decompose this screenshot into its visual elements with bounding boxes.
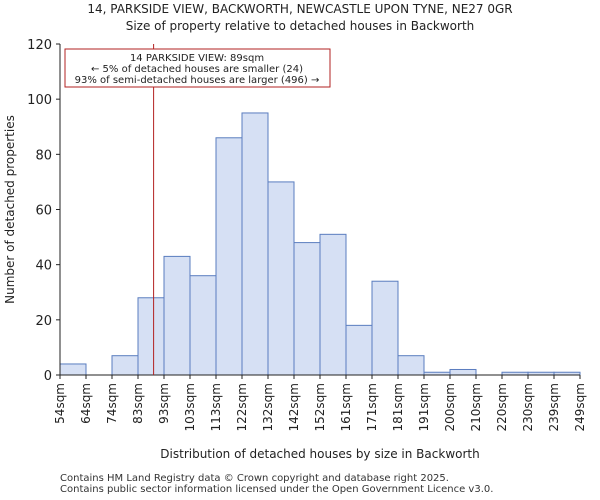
annotation-box [64, 48, 331, 88]
x-tick-label-200sqm: 200sqm [443, 383, 457, 431]
x-tick-label-64sqm: 64sqm [79, 383, 93, 424]
x-tick-label-74sqm: 74sqm [105, 383, 119, 424]
x-tick-label-54sqm: 54sqm [53, 383, 67, 424]
bar-103sqm [189, 275, 217, 376]
chart-subtitle: Size of property relative to detached ho… [125, 19, 475, 33]
chart-title: 14, PARKSIDE VIEW, BACKWORTH, NEWCASTLE … [87, 2, 513, 16]
x-tick-label-210sqm: 210sqm [469, 383, 483, 431]
x-tick-label-132sqm: 132sqm [261, 383, 275, 431]
annotation-line-1: 14 PARKSIDE VIEW: 89sqm [130, 53, 264, 64]
x-tick-label-161sqm: 161sqm [339, 383, 353, 431]
y-tick-label-60: 60 [35, 204, 52, 219]
bar-200sqm [449, 368, 477, 376]
y-tick-label-0: 0 [44, 369, 52, 384]
y-tick-label-20: 20 [35, 314, 52, 329]
annotation-line-3: 93% of semi-detached houses are larger (… [75, 75, 320, 86]
footer-line-2: Contains public sector information licen… [60, 484, 494, 495]
bar-152sqm [319, 233, 347, 376]
x-tick-label-230sqm: 230sqm [521, 383, 535, 431]
x-tick-label-142sqm: 142sqm [287, 383, 301, 431]
x-tick-label-152sqm: 152sqm [313, 383, 327, 431]
annotation-line-2: ← 5% of detached houses are smaller (24) [91, 64, 303, 75]
bar-93sqm [163, 255, 191, 376]
x-tick-label-191sqm: 191sqm [417, 383, 431, 431]
x-tick-label-122sqm: 122sqm [235, 383, 249, 431]
bar-54sqm [59, 363, 87, 376]
bar-142sqm [293, 242, 321, 376]
bar-171sqm [371, 280, 399, 376]
x-tick-label-113sqm: 113sqm [209, 383, 223, 431]
y-tick-label-40: 40 [35, 259, 52, 274]
y-tick-label-100: 100 [27, 93, 52, 108]
x-tick-label-83sqm: 83sqm [131, 383, 145, 424]
footer-line-1: Contains HM Land Registry data © Crown c… [60, 473, 449, 484]
bar-74sqm [111, 355, 139, 376]
bar-113sqm [215, 137, 243, 376]
x-tick-label-181sqm: 181sqm [391, 383, 405, 431]
y-tick-label-80: 80 [35, 148, 52, 163]
x-tick-label-220sqm: 220sqm [495, 383, 509, 431]
y-axis-label: Number of detached properties [3, 115, 17, 304]
histogram-chart: 0 20 40 60 80 100 120 54sqm 64sqm 74sqm 83sqm 93sqm… [3, 38, 587, 461]
x-axis-label: Distribution of detached houses by size … [160, 447, 479, 461]
x-tick-label-93sqm: 93sqm [157, 383, 171, 424]
x-tick-label-239sqm: 239sqm [547, 383, 561, 431]
bar-161sqm [345, 324, 373, 376]
x-tick-label-103sqm: 103sqm [183, 383, 197, 431]
bar-181sqm [397, 355, 425, 376]
y-tick-label-120: 120 [27, 38, 52, 53]
bar-83sqm [137, 297, 165, 376]
bar-122sqm [241, 112, 269, 376]
x-tick-label-249sqm: 249sqm [573, 383, 587, 431]
x-tick-label-171sqm: 171sqm [365, 383, 379, 431]
bar-132sqm [267, 181, 295, 376]
